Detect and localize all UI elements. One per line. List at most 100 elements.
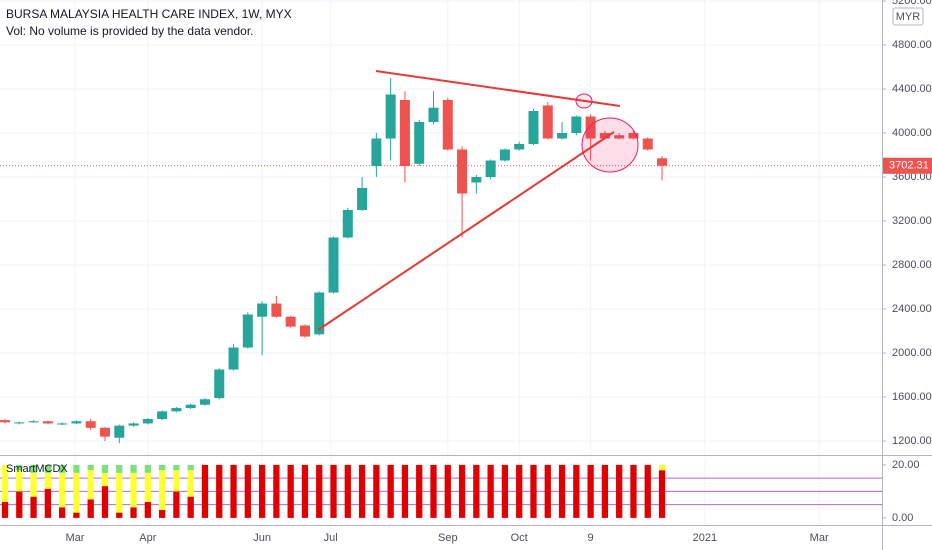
bar-segment <box>187 496 194 518</box>
candle-body <box>299 325 310 337</box>
bar-segment <box>444 464 451 518</box>
candle-body <box>385 94 396 139</box>
bar-segment <box>1 464 9 502</box>
y-tick-label: 1600.00 <box>892 391 932 403</box>
bar-segment <box>244 464 251 518</box>
bar-segment <box>287 464 294 518</box>
candle-body <box>85 421 96 428</box>
candle-body <box>485 160 496 178</box>
bar-segment <box>330 464 337 518</box>
candle-body <box>71 421 82 424</box>
candle-body <box>271 303 282 317</box>
candle-body <box>585 116 596 139</box>
bar-segment <box>158 470 166 510</box>
candle-body <box>57 423 68 425</box>
y-tick-label: 4800.00 <box>892 39 932 51</box>
bar-segment <box>344 464 351 518</box>
bar-segment <box>44 464 51 473</box>
candle-body <box>599 133 610 139</box>
candle-body <box>657 158 668 166</box>
y-tick-label: 4400.00 <box>892 83 932 95</box>
last-price-label: 3702.31 <box>889 160 929 172</box>
bar-segment <box>101 486 109 518</box>
currency[interactable]: MYR <box>896 11 921 23</box>
candle-body <box>28 421 39 423</box>
candle-body <box>228 347 239 370</box>
bar-segment <box>601 464 609 518</box>
bar-segment <box>358 464 366 518</box>
bar-segment <box>216 464 223 518</box>
candle-body <box>14 422 25 424</box>
bar-segment <box>16 464 23 471</box>
bar-segment <box>544 464 551 518</box>
trendline <box>375 70 621 107</box>
bar-segment <box>116 512 123 518</box>
x-tick-label: 9 <box>588 532 594 544</box>
bar-segment <box>101 464 109 473</box>
candle-body <box>285 316 296 327</box>
bar-segment <box>501 464 509 518</box>
bar-segment <box>87 499 94 518</box>
indicator-title: SmartMCDX <box>6 463 68 475</box>
candle-body <box>542 105 553 139</box>
x-tick-label: Oct <box>511 532 528 544</box>
candle-body <box>171 408 182 412</box>
marks <box>0 77 668 518</box>
bar-segment <box>201 464 209 518</box>
annotation-ellipse <box>581 117 639 173</box>
bar-segment <box>30 464 37 473</box>
bar-segment <box>558 464 566 518</box>
candle-body <box>528 110 539 145</box>
bar-segment <box>44 472 51 489</box>
candle-body <box>42 421 53 424</box>
bar-segment <box>44 488 51 518</box>
bar-segment <box>616 464 623 518</box>
bar-segment <box>30 496 37 518</box>
y-tick-label: 5200.00 <box>892 0 932 7</box>
candle-body <box>99 427 110 437</box>
x-tick-label: Mar <box>66 532 85 544</box>
x-tick-label: Sep <box>438 532 458 544</box>
candle-body <box>128 423 139 426</box>
candle-body <box>142 419 153 424</box>
bar-segment <box>1 502 9 518</box>
x-tick-label: 2021 <box>693 532 717 544</box>
candle-body <box>442 99 453 150</box>
candle-body <box>342 210 353 238</box>
bar-segment <box>187 470 194 497</box>
candle-body <box>157 411 168 420</box>
candle-body <box>314 292 325 335</box>
bar-segment <box>130 472 137 508</box>
currency-box[interactable] <box>892 7 924 26</box>
candle-body <box>242 314 253 348</box>
bar-segment <box>258 464 266 518</box>
y-tick-label: 0.00 <box>892 512 913 524</box>
chart-title: BURSA MALAYSIA HEALTH CARE INDEX, 1W, MY… <box>6 7 292 21</box>
candle-body <box>371 138 382 167</box>
bar-segment <box>144 502 151 518</box>
bar-segment <box>101 472 109 487</box>
bar-segment <box>158 464 166 471</box>
bar-segment <box>58 507 66 518</box>
bar-segment <box>173 470 180 492</box>
bar-segment <box>573 464 580 518</box>
bar-segment <box>430 464 437 518</box>
candle-body <box>428 107 439 123</box>
candle-body <box>328 237 339 293</box>
bar-segment <box>658 470 666 518</box>
bar-segment <box>58 472 66 508</box>
trendline <box>317 131 615 331</box>
bar-segment <box>373 464 380 518</box>
candle-body <box>614 135 625 139</box>
candle-body <box>471 177 482 183</box>
bar-segment <box>416 464 423 518</box>
bar-segment <box>387 464 394 518</box>
candle-body <box>399 99 410 167</box>
bar-segment <box>87 464 94 471</box>
bar-segment <box>73 472 80 513</box>
y-tick-label: 20.00 <box>892 459 920 471</box>
bar-segment <box>73 464 80 473</box>
bar-segment <box>73 512 80 518</box>
